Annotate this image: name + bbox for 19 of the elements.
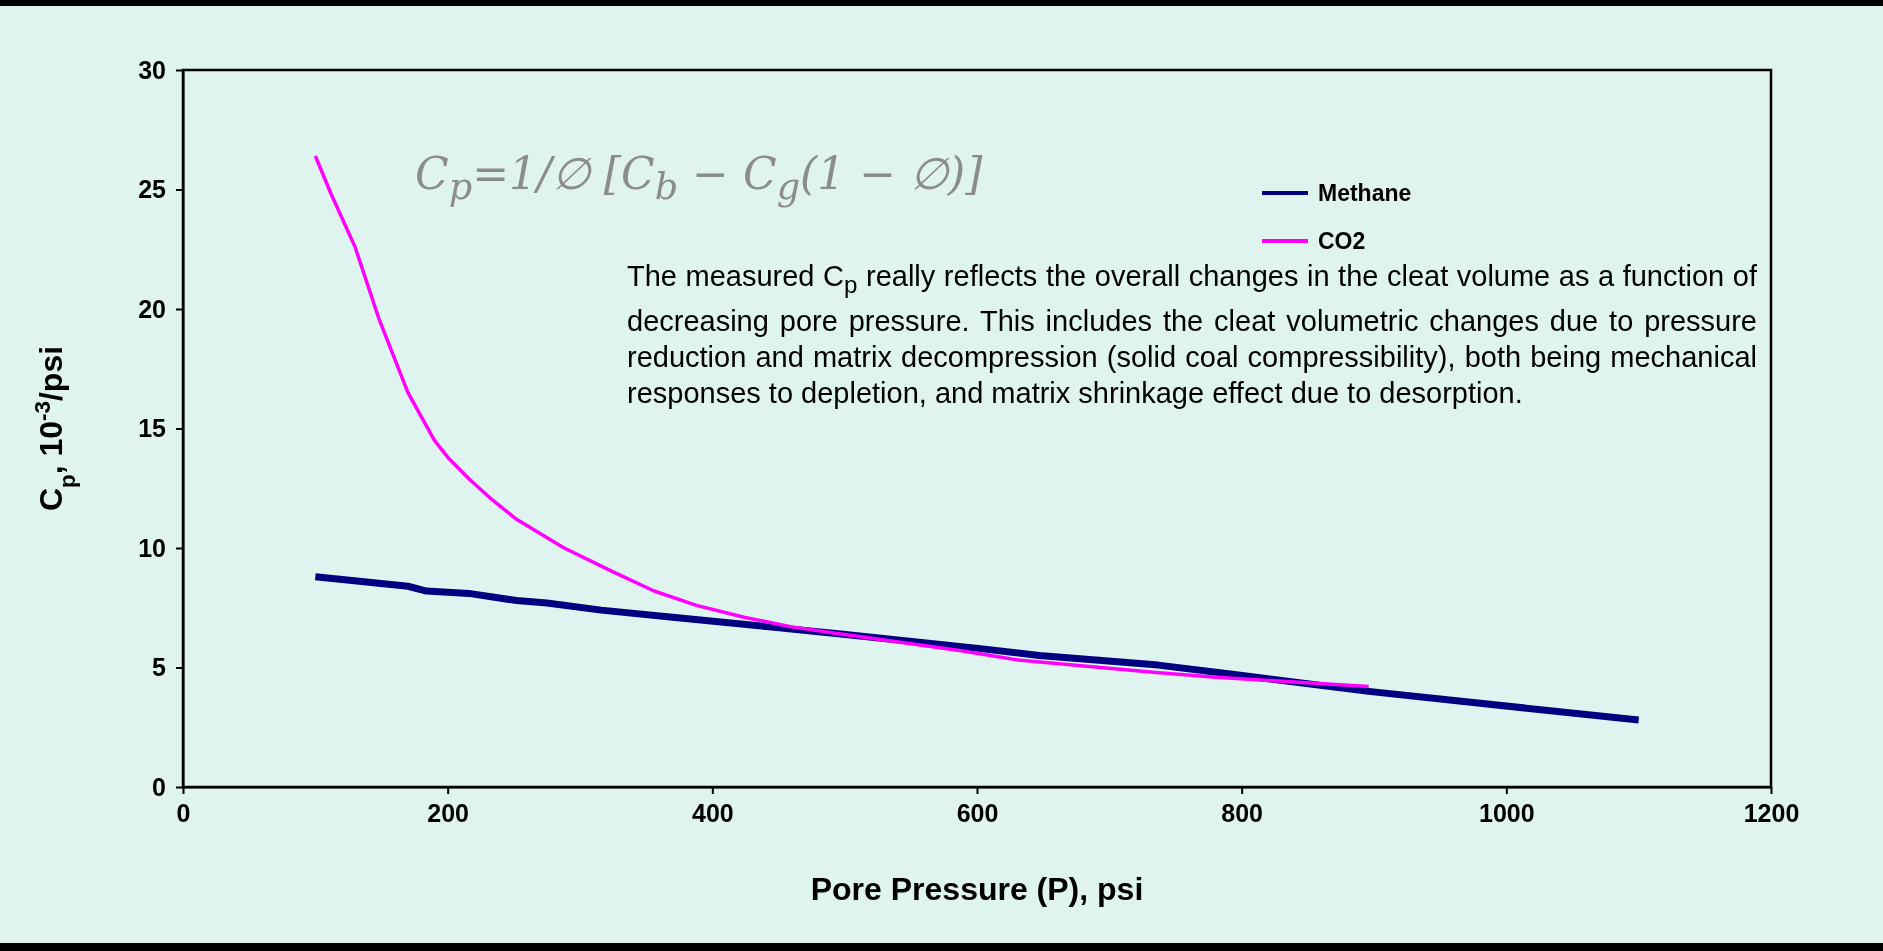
y-tick-label: 30 <box>138 55 166 84</box>
x-tick-label: 0 <box>176 798 191 827</box>
x-tick-label: 800 <box>1221 798 1264 827</box>
x-tick-label: 400 <box>691 798 734 827</box>
x-tick-label: 1000 <box>1479 798 1535 827</box>
x-tick-label: 600 <box>956 798 999 827</box>
y-tick-label: 10 <box>138 533 166 562</box>
y-tick-label: 0 <box>152 772 166 801</box>
x-tick-label: 200 <box>427 798 470 827</box>
y-tick-label: 5 <box>152 653 167 681</box>
annotation: The measured C$_{p}$ really reflects the overall changes in the cleat volume as a function of decreasing pore pressure. This includes the cleat volumetric changes due to pressure reduction and matrix decompression (solid coal compressibility), both being mechanical responses to depletion, and matrix shrinkage effect due to desorption. <box>627 259 1757 411</box>
y-tick-label: 15 <box>138 414 167 442</box>
legend-label: CO2 <box>1318 228 1366 254</box>
y-tick-label: 25 <box>138 175 167 203</box>
legend-label: Methane <box>1318 180 1412 206</box>
x-tick-label: 1200 <box>1743 798 1800 827</box>
annotation: C$_{p}$=1/∅ [C$_{b}$ − C$_{g}$(1 − ∅)] <box>415 148 984 208</box>
x-axis-title: Pore Pressure (P), psi <box>810 871 1144 907</box>
y-tick-label: 20 <box>138 294 166 323</box>
